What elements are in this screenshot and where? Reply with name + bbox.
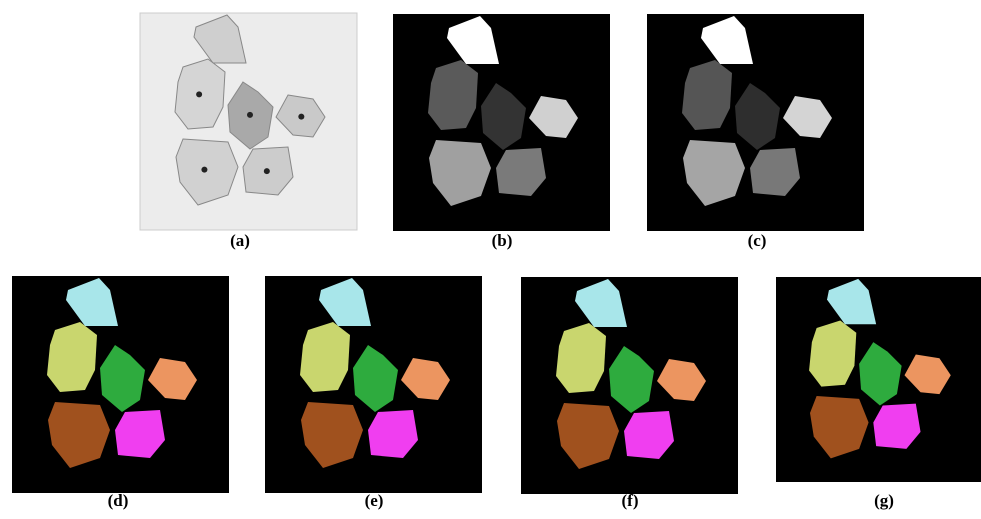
panel-label: (f) [622, 491, 639, 510]
panel [140, 13, 357, 230]
panel [12, 276, 229, 493]
figure: (a) (b) (c) (d) (e) (f) (g) [0, 0, 981, 519]
panel [393, 14, 610, 231]
nucleus [247, 112, 253, 118]
panel-label: (g) [874, 491, 894, 510]
nucleus [264, 168, 270, 174]
panel [776, 277, 981, 482]
page: {"panels": [{"label": "(a)"}, {"label": … [0, 0, 981, 519]
nucleus [196, 91, 202, 97]
panel-label: (d) [108, 491, 129, 510]
panel [521, 277, 738, 494]
panel [647, 14, 864, 231]
panel-label: (b) [492, 231, 513, 250]
panel-label: (a) [230, 231, 250, 250]
panel-label: (e) [365, 491, 384, 510]
panel [265, 276, 482, 493]
nucleus [201, 167, 207, 173]
nucleus [298, 114, 304, 120]
panel-label: (c) [748, 231, 767, 250]
